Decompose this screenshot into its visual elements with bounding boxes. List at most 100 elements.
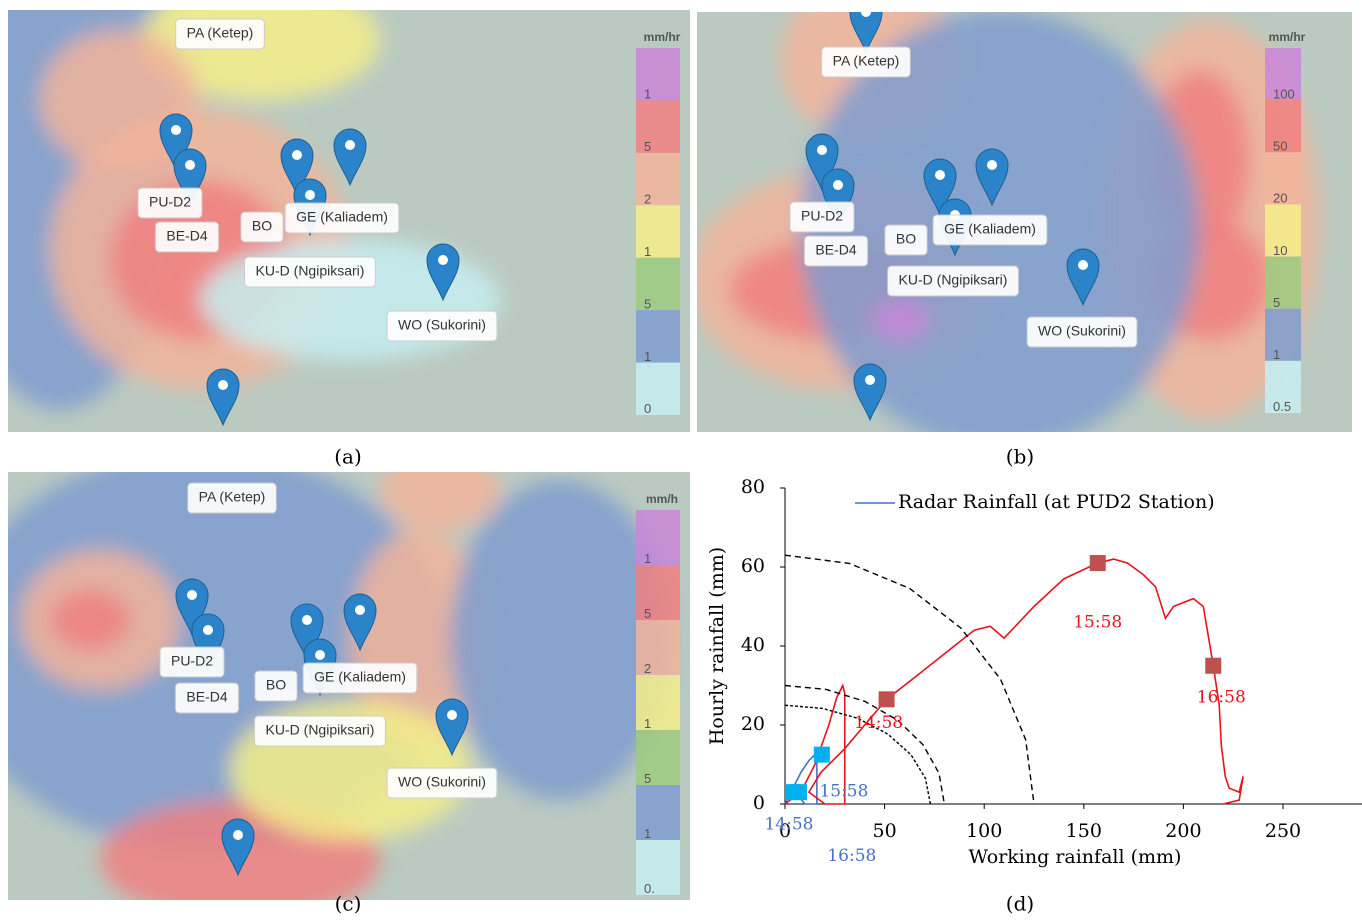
data-marker [879,691,895,707]
station-label: WO (Sukorini) [398,317,486,333]
legend-label: 5 [644,296,651,311]
legend-swatch [636,510,680,565]
station-label: WO (Sukorini) [1038,323,1126,339]
legend-label: 1 [644,826,651,841]
rain-cell [870,300,930,340]
data-line [785,559,1243,804]
y-tick-label: 40 [741,634,765,656]
legend-label: 0.5 [1273,399,1291,414]
legend-label: 1 [644,244,651,259]
legend-swatch [1265,257,1301,309]
pin-dot [315,650,325,660]
page: {"maps": [ {"caption": "(a)", "legend_ti… [0,0,1362,920]
legend-swatch [636,785,680,840]
pin-dot [171,125,181,135]
threshold-curve [785,555,1034,804]
pin-dot [203,625,213,635]
station-label: PA (Ketep) [199,489,266,505]
x-tick-label: 200 [1165,820,1201,842]
legend-label: 5 [1273,295,1280,310]
station-label: BE-D4 [186,689,227,705]
data-marker [791,784,807,800]
station-label: GE (Kaliadem) [314,669,406,685]
station-label: PA (Ketep) [833,53,900,69]
pin-dot [302,615,312,625]
legend-label: 2 [644,191,651,206]
panel-caption: (b) [1006,445,1034,469]
legend-swatch [636,100,680,152]
data-marker [1090,555,1106,571]
legend-label: 1 [644,716,651,731]
point-label: 16:58 [1197,687,1246,707]
pin-dot [305,190,315,200]
y-axis-title: Hourly rainfall (mm) [706,547,728,745]
legend-label: 5 [644,139,651,154]
legend-swatch [636,310,680,362]
pin-dot [833,180,843,190]
station-label: BO [266,677,286,693]
legend-title: mm/hr [644,30,681,44]
legend-label: 50 [1273,139,1287,154]
pin-dot [817,145,827,155]
legend-label: 1 [644,551,651,566]
station-label: WO (Sukorini) [398,774,486,790]
legend-label: 0 [644,401,651,416]
legend-label: 0. [644,881,655,896]
station-label: BO [252,218,272,234]
x-tick-label: 100 [966,820,1002,842]
y-tick-label: 0 [753,792,765,814]
station-label: KU-D (Ngipiksari) [266,722,375,738]
data-marker [814,747,830,763]
station-label: GE (Kaliadem) [296,209,388,225]
pin-dot [355,605,365,615]
pin-dot [1078,260,1088,270]
legend-swatch [636,48,680,100]
legend-swatch [636,730,680,785]
pin-dot [987,160,997,170]
rain-cell [380,450,500,530]
x-tick-label: 50 [873,820,897,842]
x-tick-label: 150 [1066,820,1102,842]
figure: mm/hr1521510PA (Ketep)PU-D2BE-D4BOGE (Ka… [0,0,1362,920]
legend-swatch [636,153,680,205]
legend-label: 5 [644,606,651,621]
x-axis-title: Working rainfall (mm) [969,846,1182,868]
pin-dot [438,255,448,265]
station-label: BE-D4 [166,228,207,244]
legend-title: mm/h [646,492,678,506]
station-label: KU-D (Ngipiksari) [899,272,1008,288]
pin-dot [865,375,875,385]
legend-swatch [636,840,680,895]
y-tick-label: 20 [741,713,765,735]
legend-label: 20 [1273,191,1287,206]
legend-title: mm/hr [1269,30,1306,44]
pin-dot [935,170,945,180]
point-label: 14:58 [764,815,813,835]
point-label: 14:58 [854,713,903,733]
pin-dot [233,830,243,840]
station-label: PU-D2 [149,194,191,210]
point-label: 15:58 [1073,613,1122,633]
data-marker [1205,658,1221,674]
panel-caption: (d) [1006,892,1034,916]
point-label: 15:58 [819,782,868,802]
legend-label: 1 [1273,347,1280,362]
y-tick-label: 80 [741,476,765,498]
y-tick-label: 60 [741,555,765,577]
panel-caption: (a) [334,445,362,469]
station-label: PU-D2 [801,208,843,224]
station-label: BO [896,231,916,247]
legend-label: 1 [644,87,651,102]
pin-dot [447,710,457,720]
station-label: PA (Ketep) [187,25,254,41]
x-tick-label: 250 [1265,820,1301,842]
legend-label: 5 [644,771,651,786]
legend-swatch [636,565,680,620]
point-label: 16:58 [827,846,876,866]
legend-label: Radar Rainfall (at PUD2 Station) [898,491,1215,513]
station-label: PU-D2 [171,653,213,669]
legend-label: 10 [1273,243,1287,258]
